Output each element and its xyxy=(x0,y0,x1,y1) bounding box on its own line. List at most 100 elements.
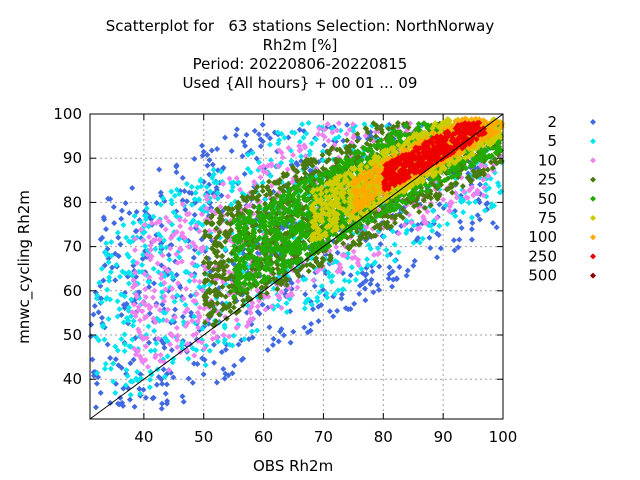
data-point-5 xyxy=(93,370,100,377)
data-point-25 xyxy=(230,304,237,311)
data-point-5 xyxy=(121,331,128,338)
data-point-2 xyxy=(427,244,434,251)
data-point-5 xyxy=(192,189,199,196)
data-point-25 xyxy=(209,245,216,252)
data-point-2 xyxy=(243,131,250,138)
data-point-5 xyxy=(325,269,332,276)
data-point-2 xyxy=(304,329,311,336)
data-point-10 xyxy=(474,187,481,194)
data-point-2 xyxy=(408,226,415,233)
data-point-10 xyxy=(152,352,159,359)
data-point-10 xyxy=(324,120,331,127)
data-point-5 xyxy=(275,140,282,147)
data-point-2 xyxy=(100,214,107,221)
data-point-5 xyxy=(134,368,141,375)
data-point-10 xyxy=(247,309,254,316)
data-point-2 xyxy=(115,362,122,369)
data-point-10 xyxy=(134,348,141,355)
data-point-10 xyxy=(351,254,358,261)
data-point-25 xyxy=(222,293,229,300)
data-point-5 xyxy=(150,265,157,272)
data-point-5 xyxy=(346,278,353,285)
data-point-2 xyxy=(334,307,341,314)
data-point-10 xyxy=(354,259,361,266)
data-point-5 xyxy=(130,219,137,226)
data-point-2 xyxy=(344,121,351,128)
data-point-10 xyxy=(139,359,146,366)
data-point-25 xyxy=(210,266,217,273)
data-point-2 xyxy=(370,289,377,296)
data-point-2 xyxy=(179,313,186,320)
data-point-10 xyxy=(141,222,148,229)
data-point-25 xyxy=(219,283,226,290)
data-point-2 xyxy=(165,252,172,259)
data-point-5 xyxy=(247,169,254,176)
data-point-10 xyxy=(190,297,197,304)
data-point-2 xyxy=(93,380,100,387)
data-point-5 xyxy=(107,365,114,372)
data-point-2 xyxy=(101,262,108,269)
data-point-2 xyxy=(170,374,177,381)
data-point-2 xyxy=(160,366,167,373)
data-point-25 xyxy=(491,156,498,163)
data-point-2 xyxy=(210,341,217,348)
data-point-2 xyxy=(163,381,170,388)
data-point-5 xyxy=(323,290,330,297)
data-point-25 xyxy=(367,136,374,143)
data-point-10 xyxy=(295,278,302,285)
data-point-25 xyxy=(452,180,459,187)
data-point-2 xyxy=(190,254,197,261)
data-point-2 xyxy=(181,188,188,195)
data-point-2 xyxy=(311,283,318,290)
data-point-10 xyxy=(135,306,142,313)
data-point-2 xyxy=(162,390,169,397)
data-point-5 xyxy=(176,190,183,197)
data-point-10 xyxy=(284,293,291,300)
data-point-10 xyxy=(421,219,428,226)
data-point-5 xyxy=(146,384,153,391)
data-point-2 xyxy=(315,318,322,325)
data-point-5 xyxy=(308,301,315,308)
data-point-10 xyxy=(194,337,201,344)
data-point-2 xyxy=(376,263,383,270)
data-point-10 xyxy=(414,225,421,232)
data-point-2 xyxy=(458,225,465,232)
data-point-25 xyxy=(308,160,315,167)
data-point-5 xyxy=(151,347,158,354)
data-point-10 xyxy=(220,180,227,187)
data-point-5 xyxy=(259,179,266,186)
data-point-2 xyxy=(238,357,245,364)
data-point-25 xyxy=(221,271,228,278)
data-point-2 xyxy=(241,171,248,178)
data-point-5 xyxy=(114,298,121,305)
data-point-25 xyxy=(313,259,320,266)
data-point-2 xyxy=(188,309,195,316)
data-point-10 xyxy=(140,237,147,244)
data-point-10 xyxy=(146,274,153,281)
chart-title-line-3: Period: 20220806-20220815 xyxy=(192,55,408,73)
data-point-10 xyxy=(302,144,309,151)
data-point-10 xyxy=(276,147,283,154)
data-point-25 xyxy=(427,195,434,202)
data-point-2 xyxy=(259,121,266,128)
data-point-25 xyxy=(487,159,494,166)
data-point-10 xyxy=(161,264,168,271)
data-point-10 xyxy=(401,222,408,229)
data-point-5 xyxy=(168,188,175,195)
data-point-2 xyxy=(206,171,213,178)
data-point-25 xyxy=(256,228,263,235)
data-point-2 xyxy=(362,297,369,304)
data-point-2 xyxy=(264,347,271,354)
data-point-2 xyxy=(375,286,382,293)
data-point-10 xyxy=(132,313,139,320)
data-point-2 xyxy=(287,339,294,346)
data-point-10 xyxy=(171,314,178,321)
data-point-10 xyxy=(325,137,332,144)
data-point-2 xyxy=(208,147,215,154)
data-point-5 xyxy=(312,136,319,143)
data-point-5 xyxy=(457,198,464,205)
data-point-10 xyxy=(161,293,168,300)
data-point-10 xyxy=(289,292,296,299)
data-point-5 xyxy=(194,262,201,269)
data-point-25 xyxy=(207,310,214,317)
